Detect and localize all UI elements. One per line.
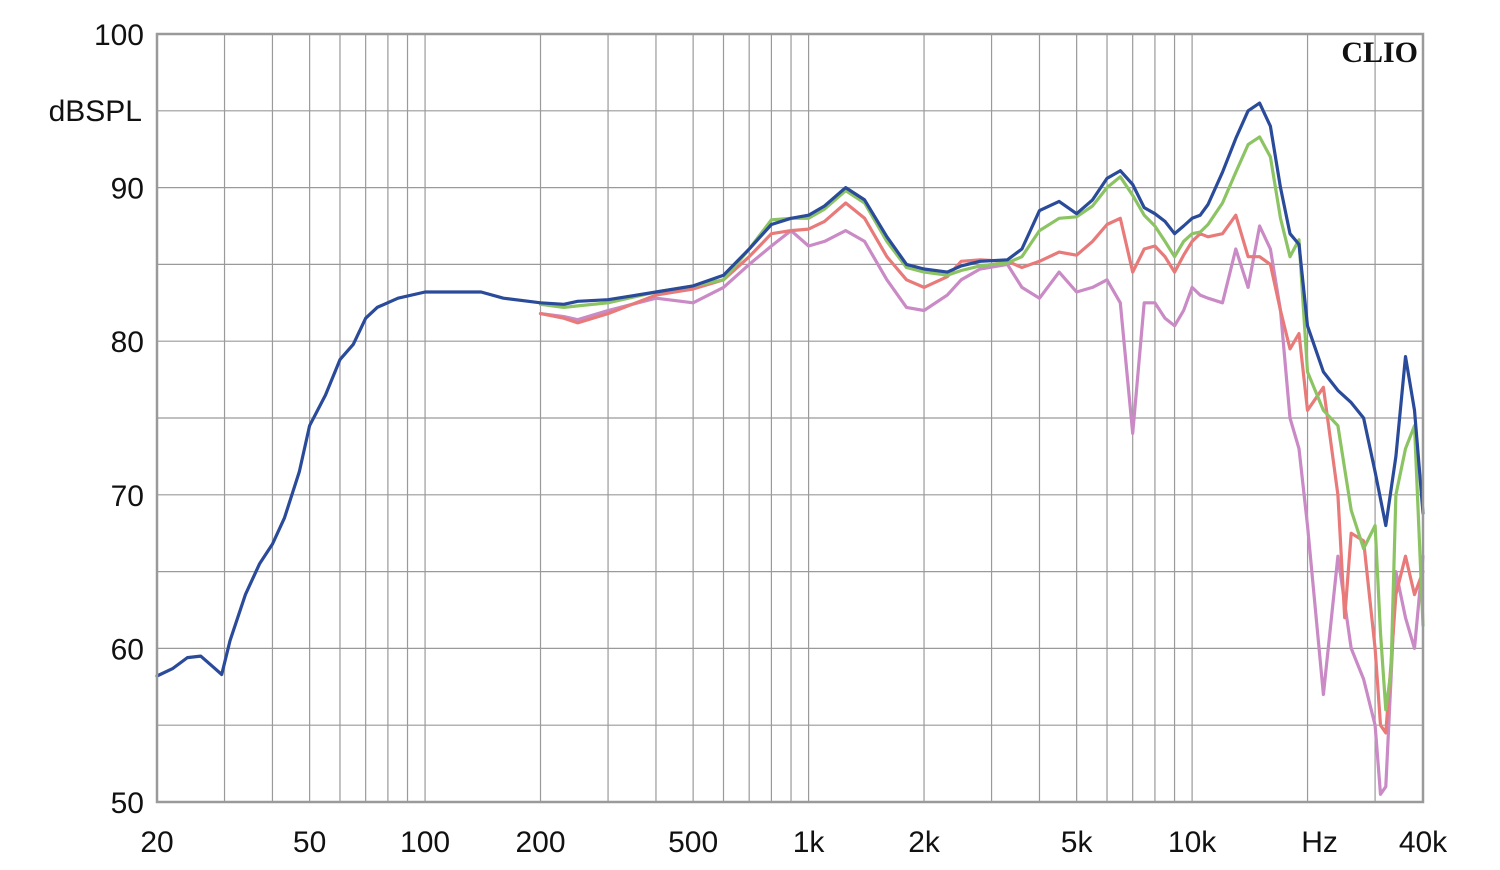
clio-logo-text: CLIO xyxy=(1341,36,1418,69)
y-tick-label: 60 xyxy=(111,633,144,666)
y-axis-unit-label: dBSPL xyxy=(49,95,142,128)
x-tick-label: 1k xyxy=(793,826,826,859)
series-lines xyxy=(155,101,1425,796)
y-tick-label: 100 xyxy=(94,19,144,52)
x-tick-label: 100 xyxy=(400,826,450,859)
x-tick-label: 50 xyxy=(293,826,326,859)
x-tick-label: 2k xyxy=(908,826,941,859)
series-line-3 xyxy=(538,201,1425,735)
y-tick-label: 80 xyxy=(111,326,144,359)
y-tick-label: 50 xyxy=(111,787,144,820)
x-tick-label: 500 xyxy=(668,826,718,859)
x-tick-label: 10k xyxy=(1168,826,1217,859)
axis-tick-labels: 20 50 100 200 500 1k 2k 5k 10k 40k Hz 50 60 70 80 90 100 xyxy=(94,19,1448,859)
x-tick-label: 40k xyxy=(1399,826,1448,859)
series-line-4 xyxy=(538,224,1425,796)
x-tick-label: 20 xyxy=(140,826,173,859)
x-tick-label: 200 xyxy=(515,826,565,859)
series-line-1 xyxy=(155,101,1425,678)
x-axis-unit-label: Hz xyxy=(1301,826,1338,859)
y-tick-label: 90 xyxy=(111,173,144,206)
x-tick-label: 5k xyxy=(1061,826,1094,859)
plot-frame xyxy=(155,32,1425,804)
y-tick-label: 70 xyxy=(111,480,144,513)
grid xyxy=(157,34,1423,802)
